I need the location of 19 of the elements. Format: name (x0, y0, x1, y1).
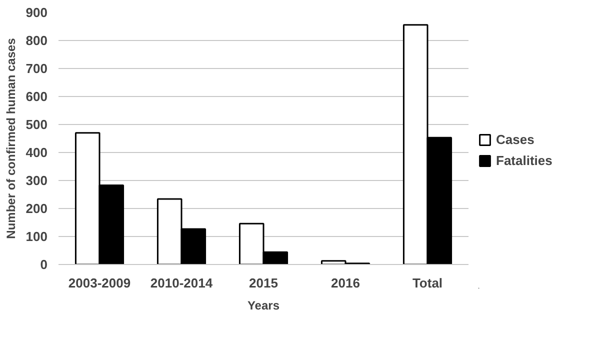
y-tick-label: 400 (26, 145, 48, 160)
y-tick-label: 900 (26, 5, 48, 20)
y-tick-label: 100 (26, 229, 48, 244)
x-tick-label: 2010-2014 (150, 276, 214, 290)
y-axis-title: Number of confirmed human cases (4, 38, 18, 239)
y-tick-label: 700 (26, 61, 48, 76)
y-tick-label: 300 (26, 173, 48, 188)
x-axis-title: Years (247, 298, 280, 312)
y-tick-label: 0 (40, 257, 48, 272)
x-tick-label: 2016 (331, 276, 360, 290)
legend-label: Fatalities (496, 153, 552, 168)
x-tick-label: 2015 (249, 276, 278, 290)
y-tick-label: 500 (26, 117, 48, 132)
legend-label: Cases (496, 132, 534, 147)
x-tick-label: 2003-2009 (68, 276, 131, 290)
y-tick-label: 800 (26, 33, 48, 48)
y-tick-label: 200 (26, 201, 48, 216)
x-tick-label: Total (412, 276, 443, 290)
y-tick-label: 600 (26, 89, 48, 104)
